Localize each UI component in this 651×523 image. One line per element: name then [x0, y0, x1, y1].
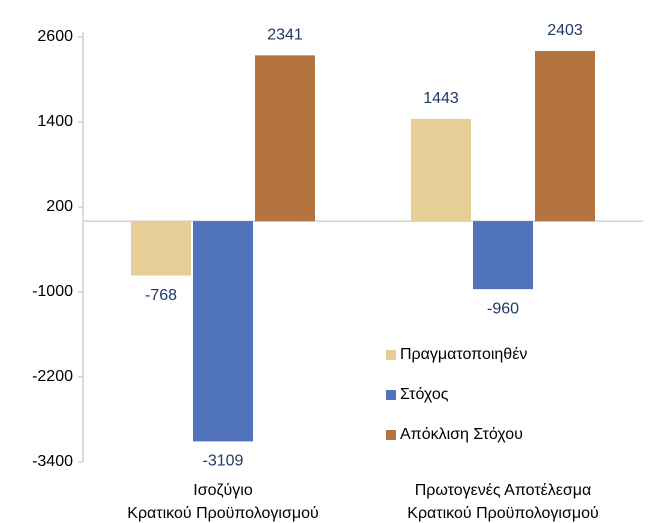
value-label: 1443 — [423, 90, 459, 107]
x-tick-label: Ισοζύγιο Κρατικού Προϋπολογισμού — [127, 482, 319, 522]
legend-label: Απόκλιση Στόχου — [400, 426, 523, 443]
bar — [255, 55, 315, 222]
bar — [131, 221, 191, 276]
y-tick-label: 200 — [46, 198, 73, 215]
bar — [535, 50, 595, 222]
y-tick-label: 2600 — [37, 28, 73, 45]
y-tick-label: -1000 — [32, 283, 73, 300]
value-label: -3109 — [203, 453, 244, 470]
bar — [473, 221, 533, 290]
y-tick-label: -3400 — [32, 453, 73, 470]
legend-swatch — [386, 430, 396, 440]
value-label: 2403 — [547, 22, 583, 39]
legend-swatch — [386, 350, 396, 360]
bar — [411, 118, 471, 222]
value-label: 2341 — [267, 27, 303, 44]
legend-label: Πραγματοποιηθέν — [400, 346, 527, 363]
legend-label: Στόχος — [400, 386, 449, 403]
y-tick-label: 1400 — [37, 113, 73, 130]
bar — [193, 221, 253, 442]
x-tick-label: Πρωτογενές Αποτέλεσμα Κρατικού Προϋπολογ… — [407, 482, 599, 522]
value-label: -960 — [487, 300, 519, 317]
value-label: -768 — [145, 287, 177, 304]
y-tick-label: -2200 — [32, 368, 73, 385]
legend-swatch — [386, 390, 396, 400]
